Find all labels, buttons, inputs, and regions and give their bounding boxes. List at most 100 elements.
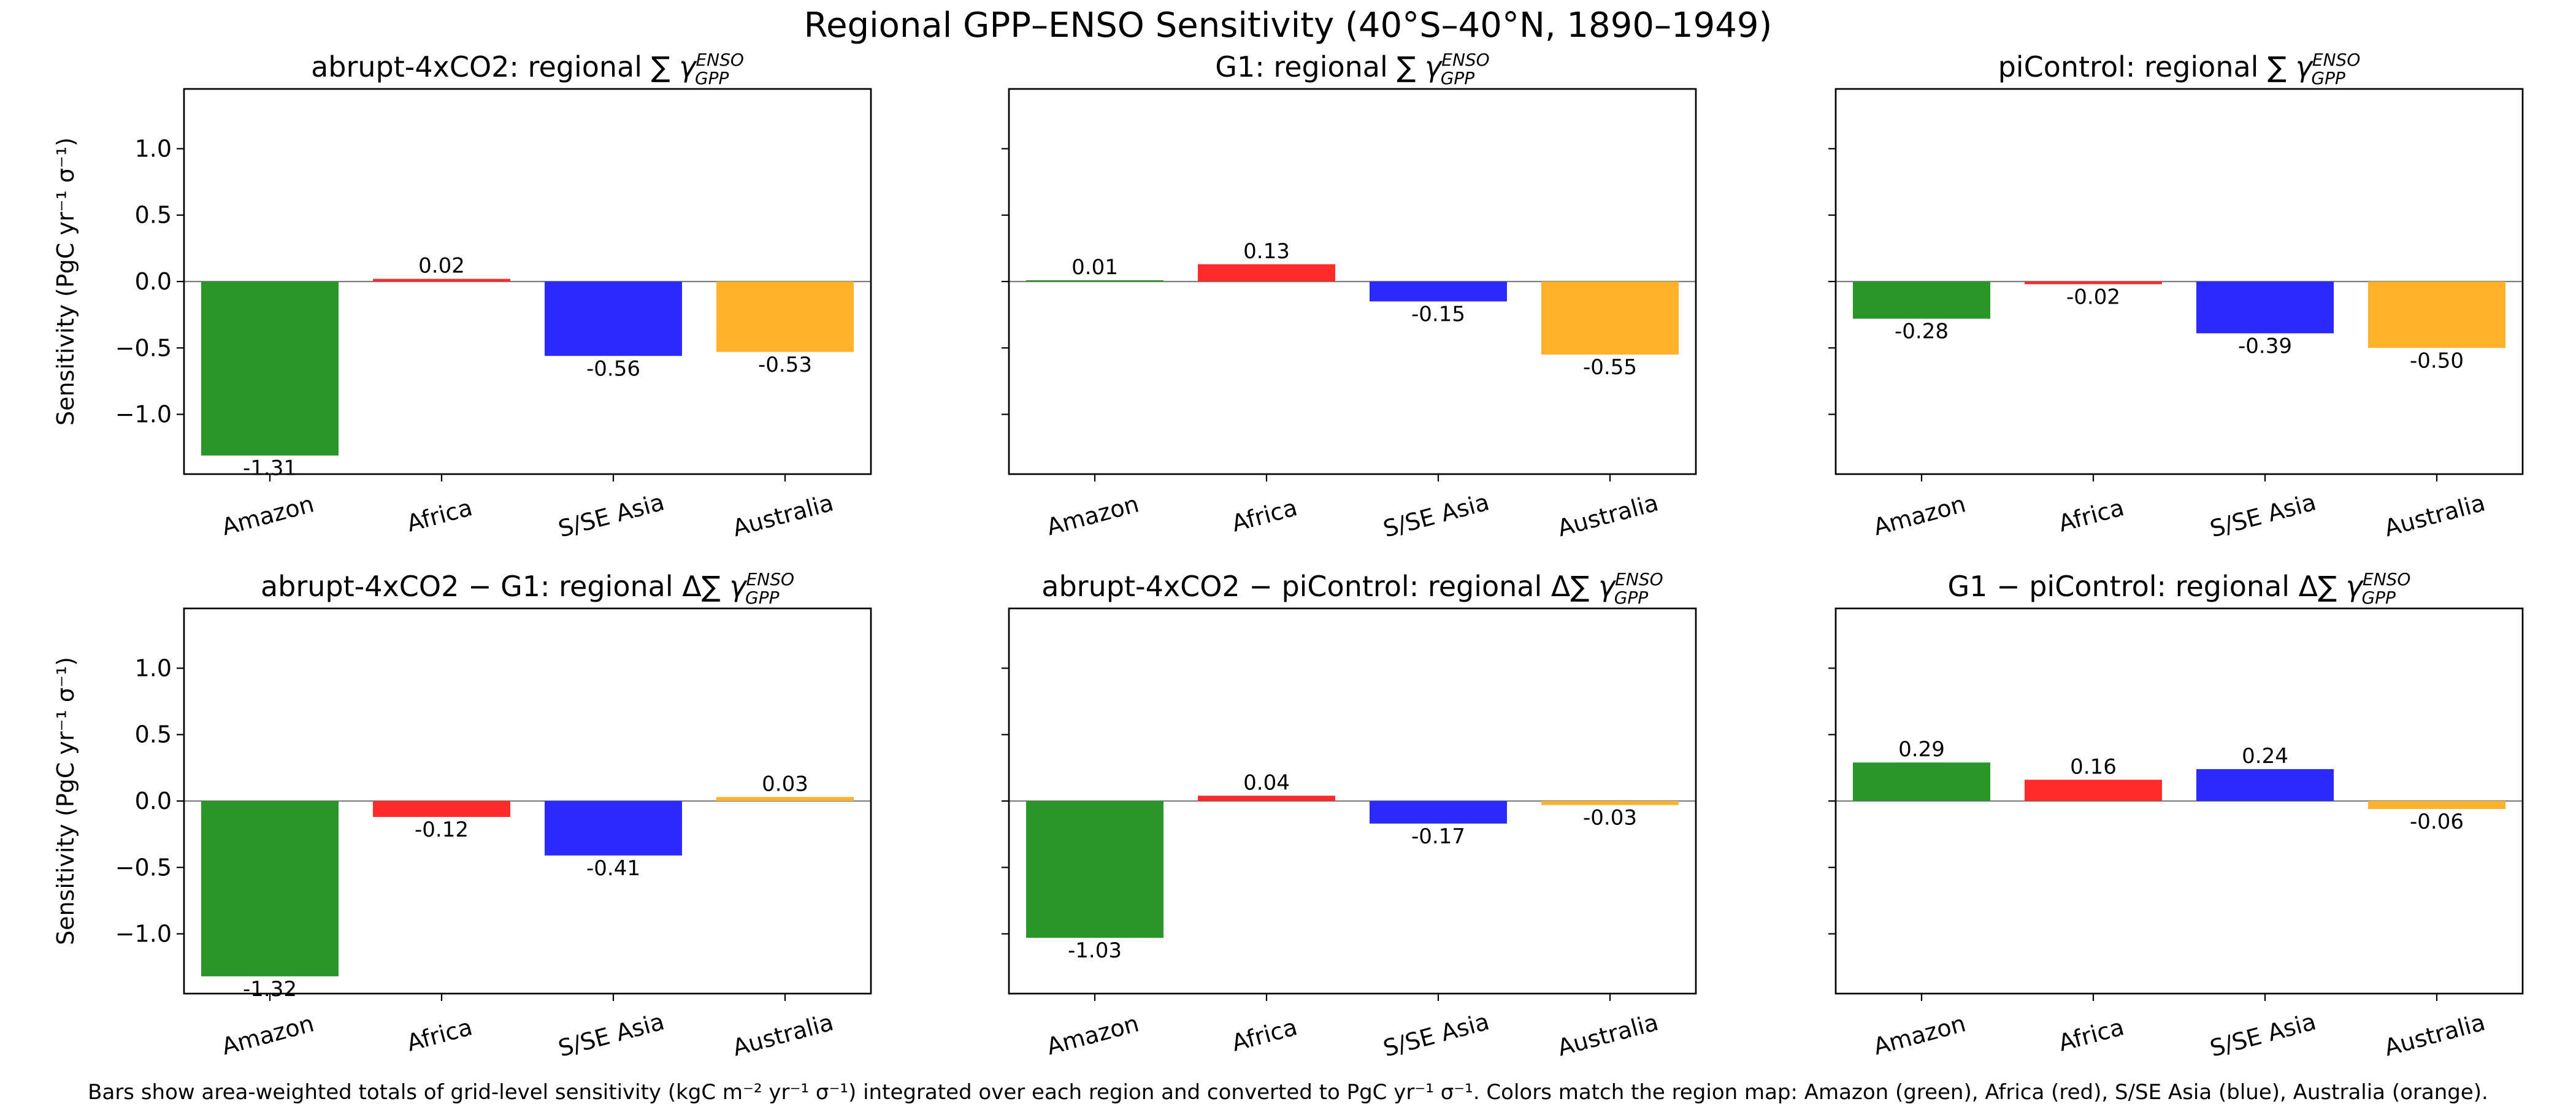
panel-2: G1: regional ∑ γENSO GPP 0.01 Amazon 0.13 Afr… [1002, 50, 1697, 543]
category-label: S/SE Asia [556, 488, 667, 542]
figure-caption: Bars show area-weighted totals of grid-l… [88, 1080, 2488, 1104]
bar-africa [373, 801, 510, 817]
bar-value-label: 0.03 [762, 772, 808, 797]
bar-amazon [1853, 762, 1990, 801]
panel-6: G1 − piControl: regional Δ∑ γENSO GPP 0.29… [1828, 569, 2524, 1062]
bar-africa [373, 278, 510, 282]
panel-title: piControl: regional ∑ γENSO GPP [1998, 50, 2361, 88]
bar-value-label: -0.17 [1411, 824, 1465, 849]
bar-s-se-asia [1370, 801, 1507, 824]
y-tick-label: −0.5 [115, 334, 172, 361]
bar-s-se-asia [2196, 769, 2334, 801]
y-axis-label: Sensitivity (PgC yr⁻¹ σ⁻¹) [52, 137, 79, 426]
category-label: Australia [1555, 1008, 1662, 1061]
bar-s-se-asia [545, 801, 682, 856]
plot-frame [1834, 88, 2524, 475]
y-tick-label: 0.0 [135, 268, 172, 295]
plot-frame [1008, 607, 1697, 995]
plot-frame [183, 607, 872, 995]
bar-value-label: -0.02 [2066, 285, 2120, 309]
bar-australia [1541, 801, 1679, 805]
category-label: Africa [1229, 1013, 1300, 1057]
panel-1: abrupt-4xCO2: regional ∑ γENSO GPP 1.0 0.5 0… [52, 50, 872, 543]
y-tick-label: 0.5 [135, 202, 172, 229]
y-tick-label: 1.0 [135, 654, 172, 681]
bar-value-label: -0.50 [2410, 348, 2464, 373]
category-label: S/SE Asia [2207, 488, 2319, 542]
panel-5: abrupt-4xCO2 − piControl: regional Δ∑ γE… [1002, 569, 1697, 1062]
category-label: Amazon [1044, 490, 1142, 540]
category-label: S/SE Asia [1381, 1008, 1492, 1062]
bar-value-label: 0.02 [418, 254, 465, 278]
bar-value-label: 0.24 [2242, 744, 2288, 769]
panel-3: piControl: regional ∑ γENSO GPP -0.28 Amazo… [1828, 50, 2524, 543]
bar-australia [716, 282, 854, 352]
plot-frame [1008, 88, 1697, 475]
category-label: Africa [404, 494, 475, 537]
bar-africa [2025, 282, 2162, 285]
bar-amazon [201, 282, 339, 456]
category-label: Africa [2056, 1013, 2127, 1057]
plot-frame [1834, 607, 2524, 995]
bar-value-label: -0.53 [758, 353, 812, 377]
bar-value-label: -0.39 [2238, 334, 2292, 358]
panel-title: abrupt-4xCO2: regional ∑ γENSO GPP [311, 50, 744, 88]
category-label: S/SE Asia [1381, 488, 1492, 542]
bar-amazon [1853, 282, 1990, 319]
bar-amazon [1026, 280, 1163, 282]
panel-title: abrupt-4xCO2 − piControl: regional Δ∑ γE… [1041, 569, 1663, 608]
panel-4: abrupt-4xCO2 − G1: regional Δ∑ γENSO GPP 1… [52, 569, 872, 1062]
bar-africa [2025, 780, 2162, 801]
bar-australia [2368, 282, 2505, 348]
category-label: Amazon [1871, 490, 1969, 540]
bar-amazon [201, 801, 339, 976]
y-tick-label: 1.0 [135, 135, 172, 162]
category-label: Amazon [1871, 1010, 1969, 1060]
category-label: Africa [1229, 494, 1300, 537]
plot-frame [183, 88, 872, 475]
category-label: Australia [2382, 489, 2488, 542]
panels: abrupt-4xCO2: regional ∑ γENSO GPP 1.0 0.5 0… [52, 50, 2524, 1062]
bar-value-label: 0.01 [1071, 255, 1118, 280]
category-label: Africa [2056, 494, 2127, 537]
y-tick-label: −0.5 [115, 854, 172, 881]
bar-australia [716, 797, 854, 801]
bar-value-label: -0.28 [1895, 320, 1949, 344]
category-label: Amazon [219, 1010, 317, 1060]
category-label: Australia [730, 489, 837, 542]
bar-value-label: -1.03 [1068, 938, 1122, 963]
bar-s-se-asia [545, 282, 682, 356]
bar-s-se-asia [1370, 282, 1507, 302]
category-label: Amazon [219, 490, 317, 540]
bar-africa [1198, 264, 1335, 282]
chart-title: Regional GPP–ENSO Sensitivity (40°S–40°N… [804, 6, 1773, 45]
bar-africa [1198, 795, 1335, 801]
panel-title: G1: regional ∑ γENSO GPP [1215, 50, 1489, 88]
bar-value-label: -0.12 [415, 818, 469, 842]
bar-value-label: -0.03 [1583, 805, 1637, 830]
category-label: Australia [1555, 489, 1662, 542]
bar-value-label: 0.29 [1898, 737, 1945, 762]
bar-amazon [1026, 801, 1163, 938]
bar-s-se-asia [2196, 282, 2334, 334]
y-axis-label: Sensitivity (PgC yr⁻¹ σ⁻¹) [52, 657, 79, 945]
bar-value-label: 0.16 [2070, 754, 2117, 779]
y-tick-label: 0.0 [135, 788, 172, 815]
panel-title: G1 − piControl: regional Δ∑ γENSO GPP [1948, 569, 2411, 608]
bar-australia [2368, 801, 2505, 809]
bar-value-label: -0.15 [1411, 302, 1465, 326]
y-tick-label: −1.0 [115, 921, 172, 948]
bar-australia [1541, 282, 1679, 355]
category-label: Amazon [1044, 1010, 1142, 1060]
bar-value-label: -0.56 [586, 356, 640, 381]
category-label: Australia [730, 1008, 837, 1061]
category-label: Africa [404, 1013, 475, 1057]
category-label: S/SE Asia [556, 1008, 667, 1062]
y-tick-label: −1.0 [115, 401, 172, 428]
bar-value-label: 0.13 [1243, 239, 1290, 264]
y-tick-label: 0.5 [135, 721, 172, 748]
category-label: S/SE Asia [2207, 1008, 2319, 1062]
bar-value-label: -0.06 [2410, 810, 2464, 834]
category-label: Australia [2382, 1008, 2488, 1061]
